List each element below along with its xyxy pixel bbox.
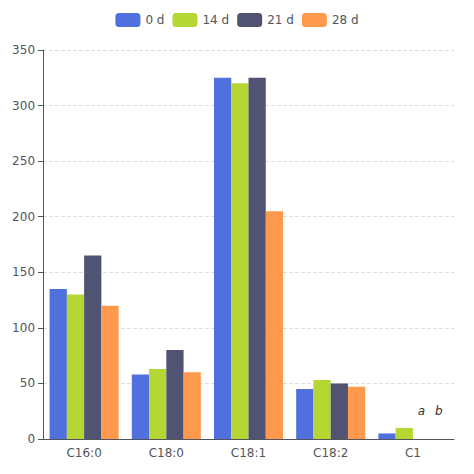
svg-text:C18:2: C18:2 xyxy=(313,446,348,460)
svg-text:C18:1: C18:1 xyxy=(231,446,266,460)
svg-text:b: b xyxy=(435,404,443,418)
svg-text:14 d: 14 d xyxy=(202,13,229,27)
svg-text:0: 0 xyxy=(27,432,35,446)
svg-text:300: 300 xyxy=(12,99,35,113)
svg-text:50: 50 xyxy=(20,376,35,390)
svg-text:0 d: 0 d xyxy=(145,13,164,27)
svg-text:C18:0: C18:0 xyxy=(149,446,184,460)
svg-text:C16:0: C16:0 xyxy=(66,446,101,460)
svg-text:C1: C1 xyxy=(405,446,421,460)
svg-text:350: 350 xyxy=(12,43,35,57)
svg-text:250: 250 xyxy=(12,154,35,168)
svg-text:21 d: 21 d xyxy=(267,13,294,27)
svg-text:28 d: 28 d xyxy=(332,13,359,27)
svg-text:a: a xyxy=(418,404,425,418)
svg-text:100: 100 xyxy=(12,321,35,335)
svg-text:150: 150 xyxy=(12,265,35,279)
svg-text:200: 200 xyxy=(12,210,35,224)
